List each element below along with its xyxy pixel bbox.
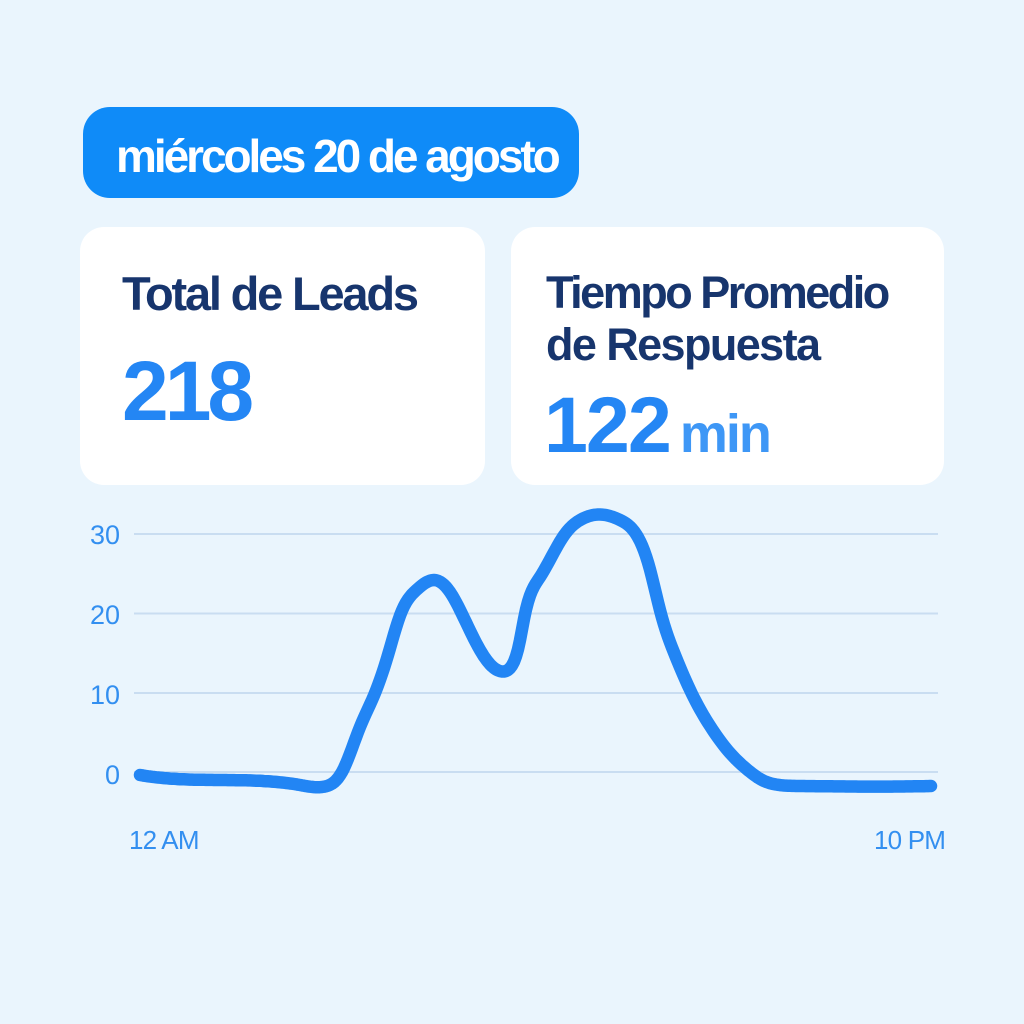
svg-text:30: 30 [90,520,120,550]
svg-text:0: 0 [105,760,120,790]
svg-text:20: 20 [90,600,120,630]
svg-text:10: 10 [90,680,120,710]
